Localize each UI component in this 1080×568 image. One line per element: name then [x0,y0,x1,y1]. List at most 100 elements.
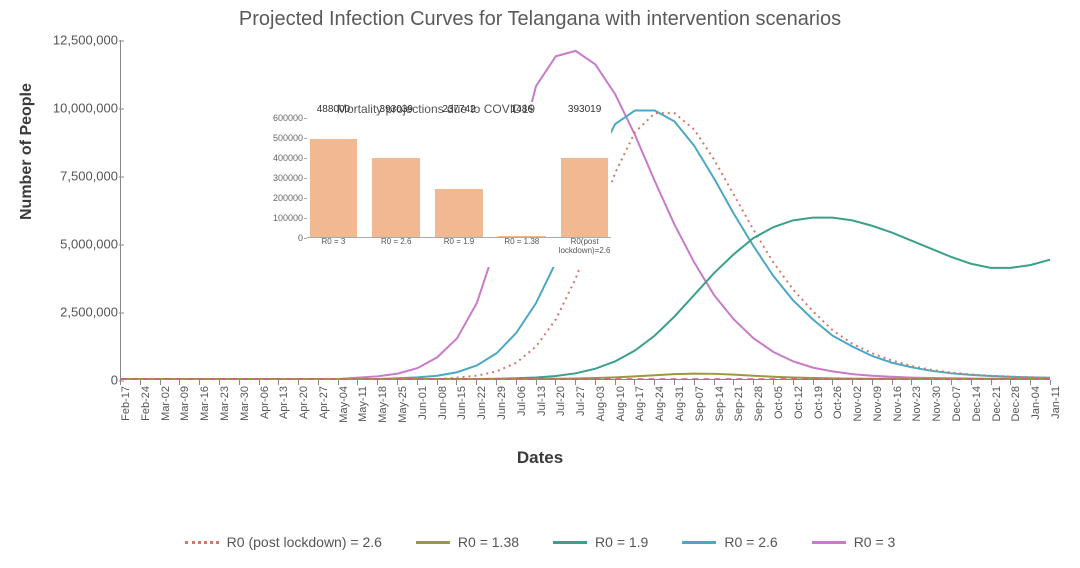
legend-item: R0 = 1.38 [416,534,519,550]
x-tick-mark [991,380,992,385]
x-tick-mark [555,380,556,385]
x-tick: Aug-17 [634,386,646,421]
inset-x-labels: R0 = 3R0 = 2.6R0 = 1.9R0 = 1.38R0(post l… [307,238,611,256]
legend-swatch [553,541,587,544]
legend-label: R0 = 1.9 [595,534,648,550]
x-tick-mark [1030,380,1031,385]
x-tick: Aug-03 [595,386,607,421]
x-tick: Jun-08 [437,386,449,420]
x-tick: May-11 [357,386,369,422]
legend-swatch [812,541,846,544]
x-tick-mark [813,380,814,385]
inset-x-label: R0 = 2.6 [370,238,423,256]
x-tick-mark [318,380,319,385]
inset-x-label: R0(post lockdown)=2.6 [558,238,611,256]
inset-bar-col: 488000 [307,118,360,237]
x-tick-mark [615,380,616,385]
x-tick: Mar-02 [160,386,172,421]
x-tick: Aug-31 [674,386,686,421]
x-tick-mark [259,380,260,385]
y-tick: 0 [38,373,118,388]
x-tick: May-18 [377,386,389,423]
x-tick-mark [417,380,418,385]
inset-y-tick: 600000 [259,113,303,123]
x-tick-mark [753,380,754,385]
x-tick-mark [575,380,576,385]
chart-title: Projected Infection Curves for Telangana… [0,8,1080,31]
x-tick-mark [536,380,537,385]
inset-y-ticks: 0100000200000300000400000500000600000 [261,118,305,238]
inset-x-label: R0 = 1.9 [433,238,486,256]
inset-y-tick: 100000 [259,213,303,223]
inset-bar [498,236,546,237]
x-axis-label: Dates [0,448,1080,468]
x-tick-mark [931,380,932,385]
x-tick: Mar-16 [199,386,211,421]
x-tick: Mar-30 [239,386,251,421]
x-tick: Jan-04 [1030,386,1042,420]
x-tick-mark [793,380,794,385]
x-tick: Jul-13 [536,386,548,416]
x-tick: Nov-23 [911,386,923,421]
x-tick: Jul-06 [516,386,528,416]
x-tick: Apr-20 [298,386,310,419]
legend-label: R0 = 3 [854,534,896,550]
legend-swatch [682,541,716,544]
x-tick-mark [951,380,952,385]
x-tick-mark [1050,380,1051,385]
x-tick-mark [377,380,378,385]
y-tick: 12,500,000 [38,33,118,48]
legend-item: R0 (post lockdown) = 2.6 [185,534,382,550]
x-tick-mark [634,380,635,385]
legend-item: R0 = 3 [812,534,896,550]
x-tick: Nov-09 [872,386,884,421]
x-tick: Sep-14 [714,386,726,421]
x-tick: Aug-10 [615,386,627,421]
x-tick: Dec-28 [1010,386,1022,421]
x-tick-mark [911,380,912,385]
inset-bar-col: 393039 [370,118,423,237]
x-tick-mark [298,380,299,385]
x-tick: Oct-19 [813,386,825,419]
inset-x-label: R0 = 3 [307,238,360,256]
x-tick-mark [140,380,141,385]
chart-container: Projected Infection Curves for Telangana… [0,0,1080,568]
x-tick: Jun-22 [476,386,488,420]
x-tick-mark [674,380,675,385]
x-tick-mark [714,380,715,385]
x-tick-mark [278,380,279,385]
x-tick: Sep-28 [753,386,765,421]
x-tick: Feb-24 [140,386,152,421]
inset-y-tick: 0 [259,233,303,243]
x-tick: Dec-21 [991,386,1003,421]
inset-bar-value: 488000 [302,104,365,115]
x-tick-mark [852,380,853,385]
x-tick-mark [1010,380,1011,385]
plot-area: Mortality projections due to COVID19 010… [120,40,1050,380]
x-tick-mark [694,380,695,385]
x-tick: Jun-01 [417,386,429,420]
x-tick: Nov-02 [852,386,864,421]
x-tick-mark [338,380,339,385]
inset-bar-col: 393019 [558,118,611,237]
x-tick: Nov-16 [892,386,904,421]
y-tick: 5,000,000 [38,237,118,252]
x-tick-mark [219,380,220,385]
inset-bar-value: 237742 [427,104,490,115]
x-tick-mark [872,380,873,385]
inset-chart: Mortality projections due to COVID19 010… [261,102,611,267]
x-tick: Mar-23 [219,386,231,421]
inset-y-tick: 400000 [259,153,303,163]
x-tick-mark [160,380,161,385]
x-tick-mark [179,380,180,385]
series-line [121,374,1050,379]
inset-bar-value: 393039 [365,104,428,115]
x-tick-mark [832,380,833,385]
y-ticks: 02,500,0005,000,0007,500,00010,000,00012… [38,40,118,380]
x-tick: Jun-15 [456,386,468,420]
inset-y-tick: 300000 [259,173,303,183]
y-tick: 2,500,000 [38,305,118,320]
x-tick: Apr-06 [259,386,271,419]
inset-bar [372,158,420,237]
x-tick-mark [476,380,477,385]
